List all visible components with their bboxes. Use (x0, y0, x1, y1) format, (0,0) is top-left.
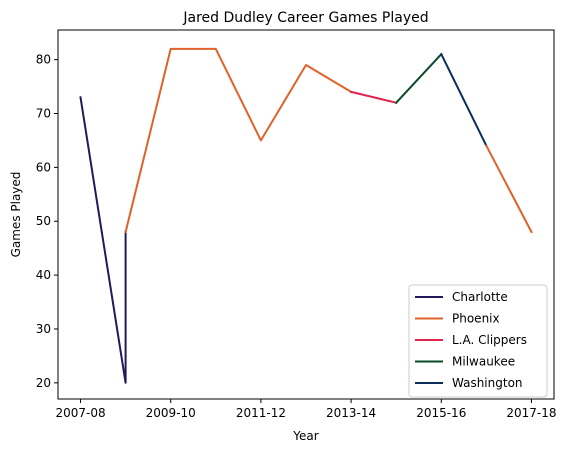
y-tick-label: 40 (36, 268, 51, 282)
x-axis: 2007-08 2009-10 2011-12 2013-14 2015-16 2017-… (55, 399, 557, 420)
y-axis-label: Games Played (9, 172, 23, 258)
x-tick-label: 2009-10 (146, 406, 196, 420)
legend-label: Phoenix (452, 312, 500, 326)
legend-label: Milwaukee (452, 355, 515, 369)
y-tick-label: 70 (36, 106, 51, 120)
plot-frame (57, 29, 555, 400)
legend: Charlotte Phoenix L.A. Clippers Milwaukee Wa… (408, 284, 548, 398)
x-tick-label: 2013-14 (326, 406, 376, 420)
x-axis-label: Year (292, 429, 318, 443)
y-tick-label: 80 (36, 53, 51, 67)
series-line-charlotte (79, 96, 127, 384)
legend-box (408, 284, 548, 398)
legend-label: Charlotte (452, 290, 508, 304)
chart-title: Jared Dudley Career Games Played (182, 10, 428, 26)
series-line-milwaukee (394, 52, 443, 105)
legend-label: L.A. Clippers (452, 333, 527, 347)
x-tick-label: 2015-16 (416, 406, 466, 420)
y-axis: 20 30 40 50 60 70 80 (36, 53, 58, 390)
series-line-phoenix (485, 144, 533, 234)
x-tick-label: 2011-12 (236, 406, 286, 420)
series-line-l-a-clippers (349, 90, 398, 104)
legend-label: Washington (452, 376, 523, 390)
y-tick-label: 50 (36, 214, 51, 228)
y-tick-label: 60 (36, 160, 51, 174)
x-tick-label: 2007-08 (55, 406, 105, 420)
series-lines (79, 47, 533, 384)
series-line-washington (439, 52, 488, 148)
y-tick-label: 20 (36, 376, 51, 390)
x-tick-label: 2017-18 (506, 406, 556, 420)
y-tick-label: 30 (36, 322, 51, 336)
series-line-phoenix (124, 47, 353, 234)
